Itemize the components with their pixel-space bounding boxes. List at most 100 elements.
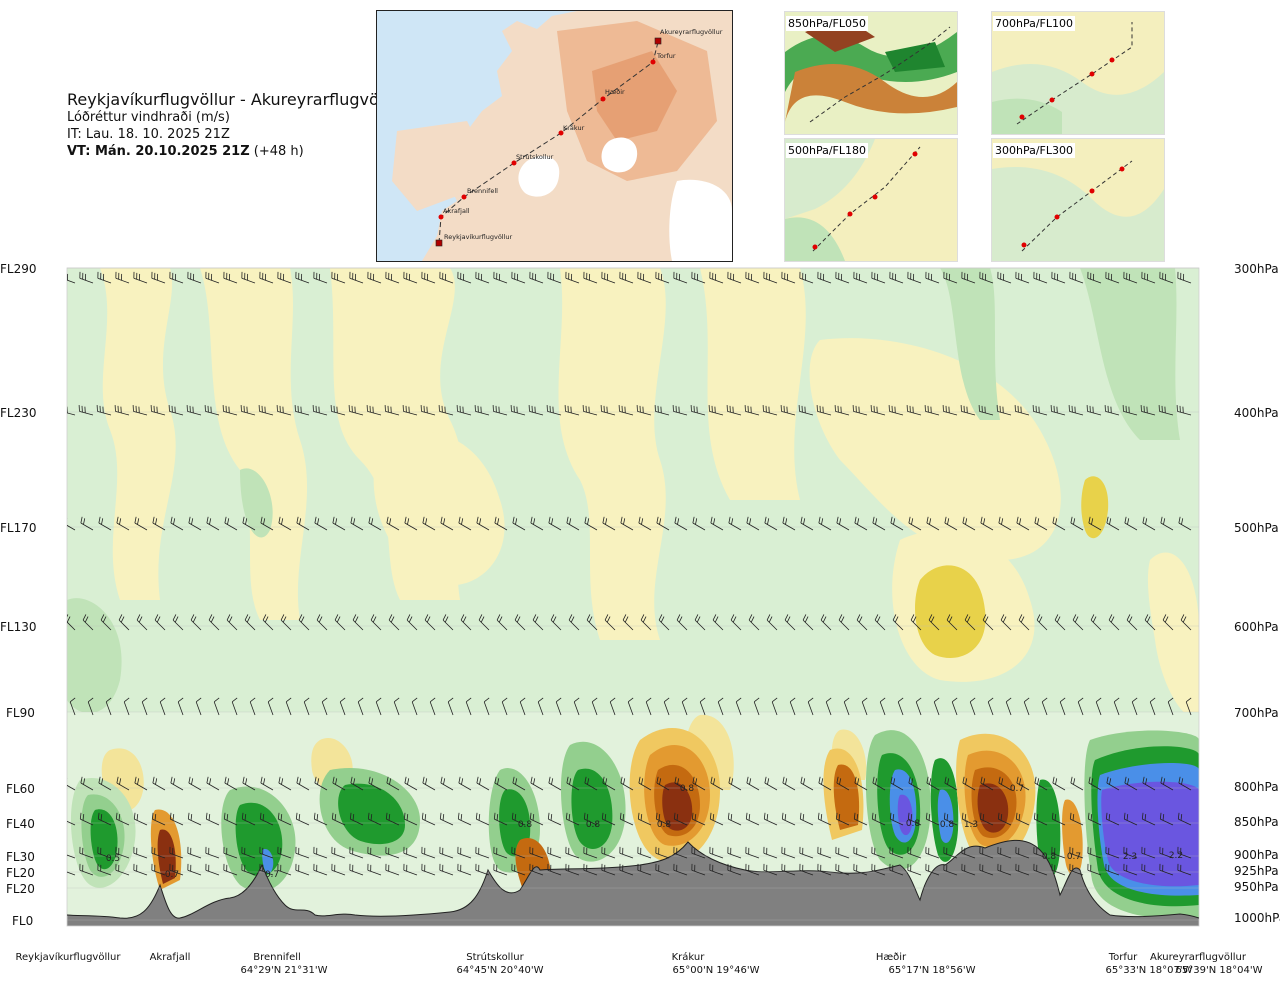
wind-barb xyxy=(746,776,760,791)
wind-barb xyxy=(511,812,526,826)
wind-barb xyxy=(871,271,886,284)
wind-barb xyxy=(331,812,346,826)
wind-barb xyxy=(223,271,238,284)
thumbnail-label: 700hPa/FL100 xyxy=(993,16,1076,31)
thumbnail-850hpa[interactable]: 850hPa/FL050 xyxy=(784,11,958,135)
wind-barb xyxy=(800,516,814,531)
wind-barb xyxy=(728,516,742,531)
route-map-graphic: Akureyrarflugvöllur Torfur Hæðir Krákur … xyxy=(377,11,732,261)
thumbnail-500hpa[interactable]: 500hPa/FL180 xyxy=(784,138,958,262)
wind-barb xyxy=(1088,516,1102,531)
wind-barb xyxy=(745,846,760,859)
wind-barb xyxy=(640,614,652,631)
wind-barb xyxy=(205,812,220,826)
fl-label: FL20 xyxy=(6,866,35,880)
wind-barb xyxy=(241,846,256,859)
wind-barb xyxy=(331,846,346,859)
wind-barb xyxy=(964,614,976,631)
wind-barb xyxy=(458,516,472,531)
wind-barb xyxy=(493,863,508,876)
wind-barb xyxy=(223,812,238,826)
wind-barb xyxy=(511,863,526,876)
map-label-akureyri: Akureyrarflugvöllur xyxy=(660,28,723,36)
wind-barb xyxy=(1018,614,1030,631)
wind-barb xyxy=(763,846,778,859)
wind-barb xyxy=(205,863,220,876)
wind-barb xyxy=(458,776,472,791)
wind-barb xyxy=(440,776,454,791)
wind-barb xyxy=(727,812,742,826)
wind-barb xyxy=(727,863,742,876)
wind-barb xyxy=(80,516,94,531)
wind-barb xyxy=(771,697,778,716)
quantity-label: Lóðréttur vindhraði (m/s) xyxy=(67,110,230,125)
wind-barb xyxy=(240,405,256,416)
wind-barb xyxy=(1160,516,1174,531)
wind-barb xyxy=(368,776,382,791)
wind-barb xyxy=(663,697,670,716)
wind-barb xyxy=(566,776,580,791)
wind-barb xyxy=(717,697,724,716)
thumbnail-700hpa[interactable]: 700hPa/FL100 xyxy=(991,11,1165,135)
wind-barb xyxy=(817,863,832,876)
wind-barb xyxy=(673,812,688,826)
wind-barb xyxy=(942,405,958,416)
fl-label: FL130 xyxy=(0,620,37,634)
wind-barb xyxy=(969,697,976,716)
wind-barb xyxy=(601,812,616,826)
wind-barb xyxy=(313,846,328,859)
wind-barb xyxy=(277,863,292,876)
wind-barb xyxy=(169,812,184,826)
wind-barb xyxy=(1167,697,1174,716)
wind-barb xyxy=(440,516,454,531)
wind-barb xyxy=(889,846,904,859)
wind-barb xyxy=(709,846,724,859)
wind-barb xyxy=(745,863,760,876)
wind-barb xyxy=(422,776,436,791)
wind-barb xyxy=(782,776,796,791)
wind-barb xyxy=(514,614,526,631)
wind-barb xyxy=(655,863,670,876)
thumbnail-300hpa[interactable]: 300hPa/FL300 xyxy=(991,138,1165,262)
wind-barb xyxy=(1105,271,1120,284)
wind-barb xyxy=(296,776,310,791)
wind-barb xyxy=(550,614,562,631)
wind-barb xyxy=(637,812,652,826)
hpa-label: 900hPa xyxy=(1234,848,1279,862)
wind-barb xyxy=(853,846,868,859)
wind-barb xyxy=(637,271,652,284)
wind-barb xyxy=(673,846,688,859)
wind-barb xyxy=(568,614,580,631)
fl-label: FL20 xyxy=(6,882,35,896)
wind-barb xyxy=(764,516,778,531)
wind-barb xyxy=(997,812,1012,826)
wind-barb xyxy=(475,846,490,859)
wind-barb xyxy=(206,516,220,531)
wind-barb xyxy=(1068,405,1084,416)
wind-barb xyxy=(352,614,364,631)
wind-barb xyxy=(871,812,886,826)
wind-barb xyxy=(852,405,868,416)
wind-barb xyxy=(313,863,328,876)
waypoint-labels: Reykjavíkurflugvöllur Akrafjall Brennife… xyxy=(16,951,1263,976)
terrain-profile-outline xyxy=(67,839,1199,919)
wind-barb xyxy=(961,846,976,859)
wind-barb xyxy=(321,697,328,716)
wind-barb xyxy=(69,697,76,716)
wind-barb xyxy=(619,271,634,284)
wind-barb xyxy=(565,812,580,826)
wind-barb xyxy=(67,273,76,284)
wind-barb xyxy=(67,869,76,876)
wind-barb xyxy=(295,863,310,876)
wind-barb xyxy=(67,518,76,531)
wind-barb xyxy=(1122,405,1138,416)
wind-barb xyxy=(465,697,472,716)
wind-barb xyxy=(1087,271,1102,284)
wind-barb xyxy=(726,405,742,416)
wind-barb xyxy=(997,863,1012,876)
wind-barb xyxy=(429,697,436,716)
wind-barb xyxy=(933,697,940,716)
value-label: 0.7 xyxy=(265,870,279,880)
wind-barb xyxy=(169,863,184,876)
wind-barb xyxy=(890,776,904,791)
